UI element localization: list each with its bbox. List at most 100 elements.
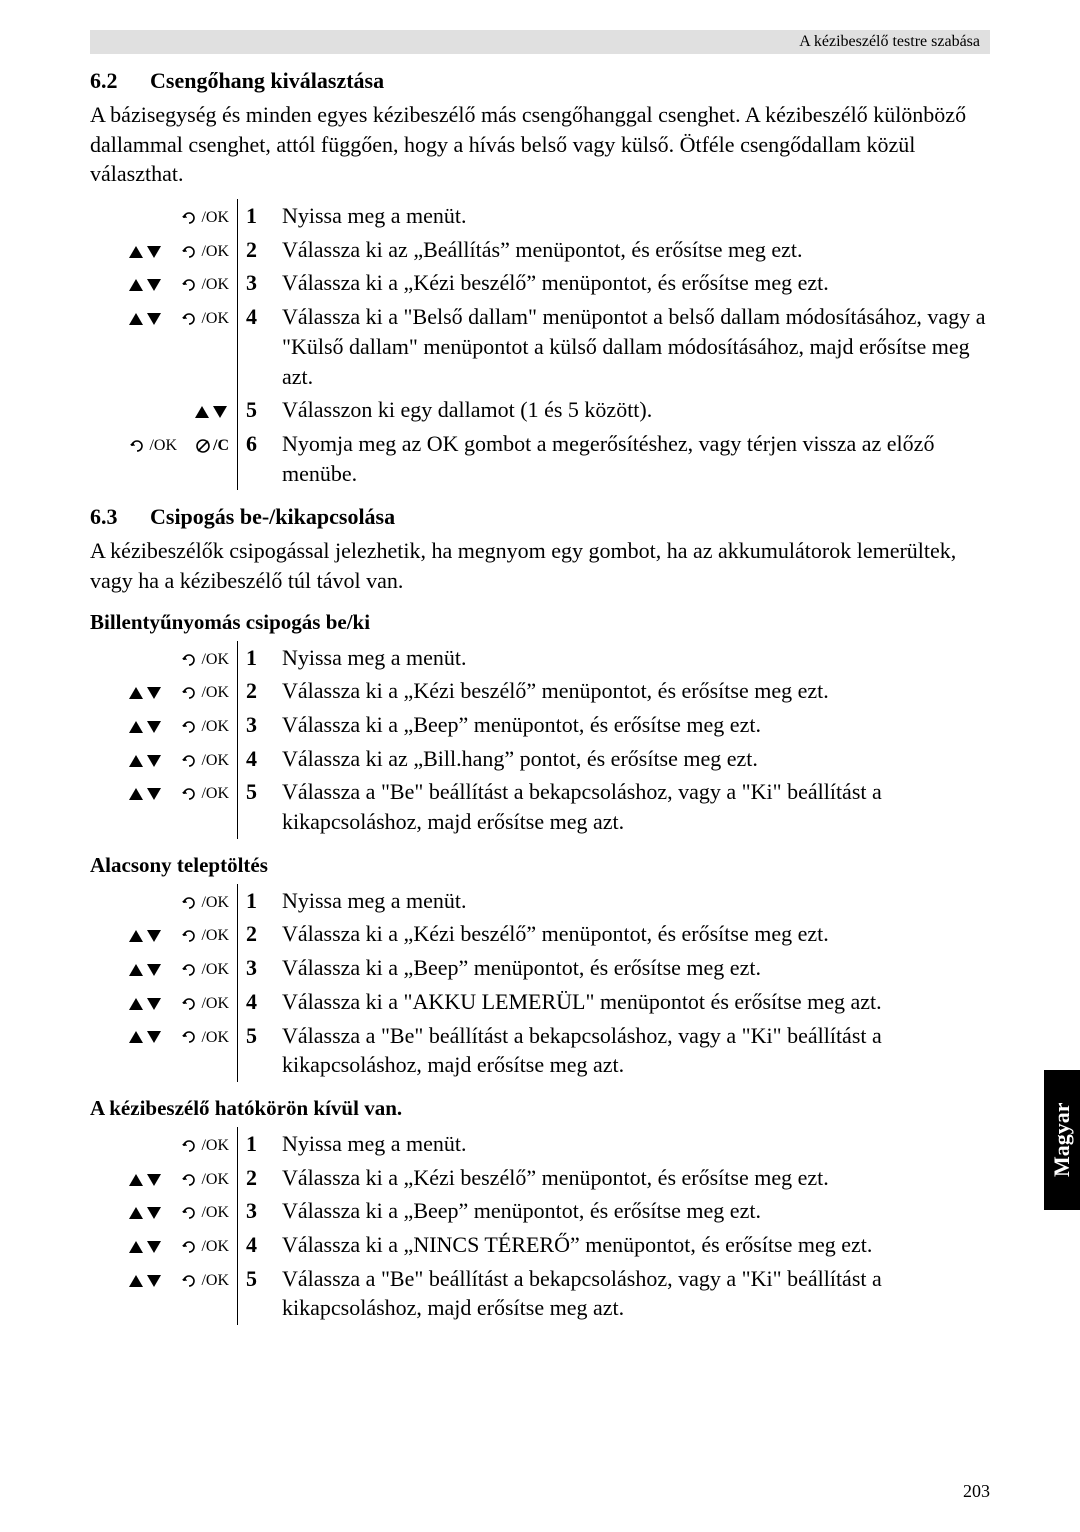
ok-icon: [181, 652, 201, 668]
step-text: Válassza ki az „Beállítás” menüpontot, é…: [276, 233, 990, 267]
ok-icon: [181, 1239, 201, 1255]
ok-icon: [181, 1029, 201, 1045]
ok-label: /OK: [201, 752, 229, 769]
step-icons: /OK: [90, 1019, 238, 1082]
ok-label: /OK: [201, 243, 229, 260]
step-table-62: /OK1Nyissa meg a menüt./OK2Válassza ki a…: [90, 199, 990, 490]
step-row: /OK/C6Nyomja meg az OK gombot a megerősí…: [90, 427, 990, 490]
step-icons: /OK: [90, 1228, 238, 1262]
step-text: Nyissa meg a menüt.: [276, 884, 990, 918]
updown-icon: [127, 1172, 163, 1188]
updown-icon: [127, 1029, 163, 1045]
step-number: 3: [238, 951, 277, 985]
cancel-label: /C: [213, 437, 229, 454]
step-icons: /OK: [90, 266, 238, 300]
step-icons: /OK: [90, 742, 238, 776]
updown-icon: [127, 928, 163, 944]
section-intro-63: A kézibeszélők csipogással jelezhetik, h…: [90, 536, 990, 595]
ok-icon: [181, 244, 201, 260]
step-number: 2: [238, 233, 277, 267]
ok-label: /OK: [201, 1029, 229, 1046]
step-icons: /OK: [90, 233, 238, 267]
ok-label: /OK: [201, 786, 229, 803]
step-row: /OK2Válassza ki a „Kézi beszélő” menüpon…: [90, 1161, 990, 1195]
step-text: Válasszon ki egy dallamot (1 és 5 között…: [276, 393, 990, 427]
step-text: Válassza a "Be" beállítást a bekapcsolás…: [276, 1019, 990, 1082]
updown-icon: [127, 786, 163, 802]
updown-icon: [127, 1205, 163, 1221]
step-number: 5: [238, 393, 277, 427]
ok-icon: [181, 685, 201, 701]
step-icons: /OK: [90, 951, 238, 985]
step-number: 5: [238, 775, 277, 838]
section-title-62: Csengőhang kiválasztása: [150, 68, 384, 94]
ok-label: /OK: [201, 1272, 229, 1289]
ok-label: /OK: [201, 1238, 229, 1255]
updown-icon: [127, 962, 163, 978]
ok-icon: [181, 962, 201, 978]
header-text: A kézibeszélő testre szabása: [799, 33, 980, 51]
page-number: 203: [963, 1481, 990, 1502]
step-text: Válassza ki a "Belső dallam" menüpontot …: [276, 300, 990, 393]
step-row: /OK5Válassza a "Be" beállítást a bekapcs…: [90, 1019, 990, 1082]
step-text: Válassza ki a "AKKU LEMERÜL" menüpontot …: [276, 985, 990, 1019]
section-heading-62: 6.2 Csengőhang kiválasztása: [90, 68, 990, 94]
ok-icon: [181, 753, 201, 769]
ok-icon: [181, 719, 201, 735]
sub-heading-63-2: Alacsony teleptöltés: [90, 853, 990, 878]
step-icons: /OK: [90, 199, 238, 233]
ok-icon: [129, 438, 149, 454]
cancel-icon: [195, 438, 213, 454]
sub-heading-63-1: Billentyűnyomás csipogás be/ki: [90, 610, 990, 635]
step-icons: /OK: [90, 884, 238, 918]
section-num-62: 6.2: [90, 68, 150, 94]
updown-icon: [127, 996, 163, 1012]
section-title-63: Csipogás be-/kikapcsolása: [150, 504, 395, 530]
step-text: Válassza ki a „Kézi beszélő” menüpontot,…: [276, 1161, 990, 1195]
step-row: /OK 2Válassza ki az „Beállítás” menüponto…: [90, 233, 990, 267]
ok-label: /OK: [201, 684, 229, 701]
language-tab: Magyar: [1044, 1070, 1080, 1210]
updown-icon: [127, 753, 163, 769]
step-table-63-3: /OK1Nyissa meg a menüt./OK2Válassza ki a…: [90, 1127, 990, 1325]
step-text: Válassza a "Be" beállítást a bekapcsolás…: [276, 1262, 990, 1325]
ok-icon: [181, 928, 201, 944]
ok-icon: [181, 895, 201, 911]
step-icons: /OK: [90, 708, 238, 742]
step-table-63-1: /OK1Nyissa meg a menüt./OK2Válassza ki a…: [90, 641, 990, 839]
ok-icon: [181, 210, 201, 226]
step-number: 4: [238, 300, 277, 393]
step-icons: /OK/C: [90, 427, 238, 490]
ok-icon: [181, 1273, 201, 1289]
ok-label: /OK: [201, 277, 229, 294]
step-row: /OK 4Válassza ki az „Bill.hang” pontot, é…: [90, 742, 990, 776]
ok-label: /OK: [201, 651, 229, 668]
step-text: Válassza ki az „Bill.hang” pontot, és er…: [276, 742, 990, 776]
step-table-63-2: /OK1Nyissa meg a menüt./OK2Válassza ki a…: [90, 884, 990, 1082]
updown-icon: [127, 685, 163, 701]
step-icons: /OK: [90, 674, 238, 708]
section-num-63: 6.3: [90, 504, 150, 530]
step-text: Válassza ki a „Kézi beszélő” menüpontot,…: [276, 674, 990, 708]
ok-label: /OK: [201, 718, 229, 735]
step-number: 1: [238, 199, 277, 233]
updown-icon: [127, 719, 163, 735]
step-number: 2: [238, 1161, 277, 1195]
ok-icon: [181, 1172, 201, 1188]
updown-icon: [127, 277, 163, 293]
step-row: /OK3Válassza ki a „Beep” menüpontot, és …: [90, 951, 990, 985]
step-number: 4: [238, 985, 277, 1019]
step-icons: /OK: [90, 775, 238, 838]
step-icons: [90, 393, 238, 427]
step-text: Válassza ki a „Beep” menüpontot, és erős…: [276, 951, 990, 985]
step-row: /OK4Válassza ki a „NINCS TÉRERŐ” menüpon…: [90, 1228, 990, 1262]
step-text: Válassza ki a „Beep” menüpontot, és erős…: [276, 708, 990, 742]
ok-label: /OK: [201, 1204, 229, 1221]
step-text: Nyomja meg az OK gombot a megerősítéshez…: [276, 427, 990, 490]
updown-icon: [127, 1239, 163, 1255]
step-row: /OK1Nyissa meg a menüt.: [90, 641, 990, 675]
page-header: A kézibeszélő testre szabása: [90, 30, 990, 54]
step-text: Válassza ki a „Kézi beszélő” menüpontot,…: [276, 917, 990, 951]
step-number: 4: [238, 742, 277, 776]
sub-heading-63-3: A kézibeszélő hatókörön kívül van.: [90, 1096, 990, 1121]
